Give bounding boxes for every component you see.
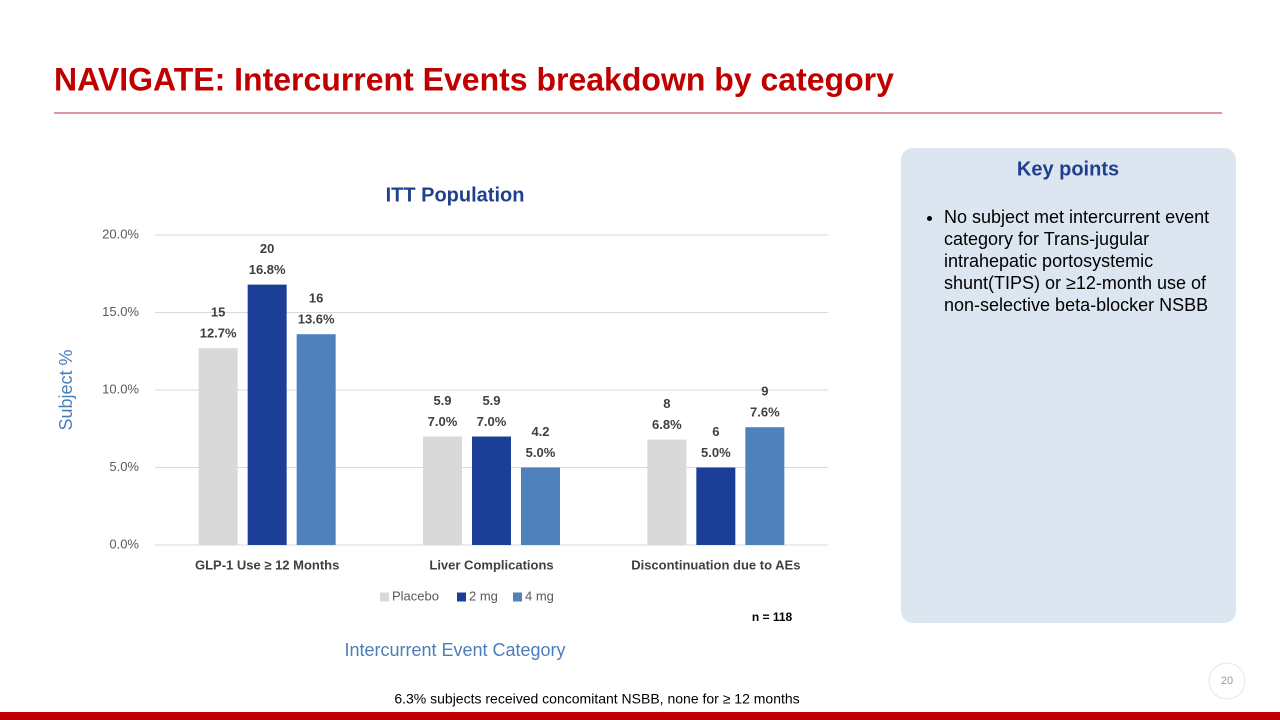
y-tick-label: 10.0%	[102, 381, 139, 396]
bar	[296, 334, 336, 545]
value-label: 16.8%	[249, 262, 286, 277]
legend-label: 2 mg	[469, 588, 498, 603]
count-label: 5.9	[482, 393, 500, 408]
page-number-circle	[1208, 662, 1246, 700]
value-label: 5.0%	[701, 445, 731, 460]
count-label: 4.2	[531, 424, 549, 439]
bar	[521, 467, 560, 545]
bar	[198, 348, 238, 545]
y-tick-label: 0.0%	[109, 536, 139, 551]
value-label: 7.6%	[750, 405, 780, 420]
value-label: 5.0%	[526, 445, 556, 460]
footnote: 6.3% subjects received concomitant NSBB,…	[394, 691, 799, 707]
count-label: 9	[761, 384, 768, 399]
count-label: 15	[211, 305, 225, 320]
key-points-list: No subject met intercurrent event catego…	[926, 206, 1216, 316]
bar	[745, 427, 785, 545]
legend-label: Placebo	[392, 588, 439, 603]
bar	[647, 439, 687, 545]
n-note: n = 118	[752, 610, 793, 624]
bar	[423, 436, 462, 545]
bar	[696, 467, 736, 545]
value-label: 6.8%	[652, 417, 682, 432]
y-axis-title: Subject %	[56, 349, 76, 430]
x-tick-label: GLP-1 Use ≥ 12 Months	[195, 557, 339, 572]
bar	[247, 284, 287, 545]
value-label: 7.0%	[428, 414, 458, 429]
key-point: No subject met intercurrent event catego…	[944, 206, 1216, 316]
bottom-bar	[0, 712, 1280, 720]
legend-swatch	[513, 592, 522, 602]
count-label: 6	[712, 424, 719, 439]
value-label: 7.0%	[477, 414, 507, 429]
page-number: 20	[1221, 675, 1233, 687]
count-label: 5.9	[433, 393, 451, 408]
x-axis-title: Intercurrent Event Category	[344, 640, 565, 660]
value-label: 13.6%	[298, 312, 335, 327]
legend-swatch	[380, 592, 389, 602]
key-points-box	[901, 148, 1236, 623]
key-points-heading: Key points	[1017, 158, 1119, 180]
y-tick-label: 5.0%	[109, 459, 139, 474]
slide-title: NAVIGATE: Intercurrent Events breakdown …	[54, 61, 894, 97]
legend-swatch	[457, 592, 466, 602]
y-tick-label: 15.0%	[102, 304, 139, 319]
value-label: 12.7%	[200, 326, 237, 341]
count-label: 8	[663, 396, 670, 411]
legend-label: 4 mg	[525, 588, 554, 603]
count-label: 16	[309, 291, 323, 306]
bar	[472, 436, 511, 545]
y-tick-label: 20.0%	[102, 226, 139, 241]
x-tick-label: Discontinuation due to AEs	[631, 557, 800, 572]
key-points: No subject met intercurrent event catego…	[926, 206, 1216, 316]
count-label: 20	[260, 241, 274, 256]
x-tick-label: Liver Complications	[429, 557, 553, 572]
chart-title: ITT Population	[386, 184, 525, 206]
